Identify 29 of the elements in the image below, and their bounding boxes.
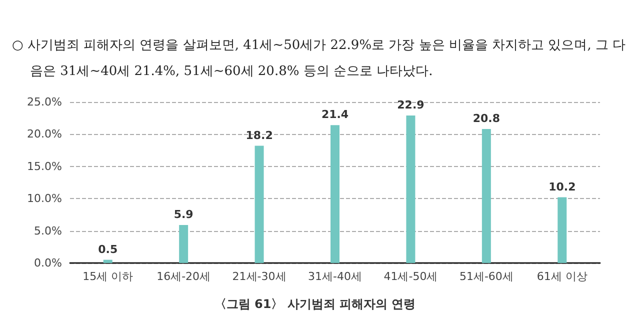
data-label: 22.9 xyxy=(397,98,424,112)
bar xyxy=(330,125,340,263)
y-tick-label: 0.0% xyxy=(34,256,62,270)
data-label: 21.4 xyxy=(321,108,349,122)
text: ○ 사기범죄 피해자의 연령을 살펴보면, 41세~50세가 22.9%로 가장 높은 비율을 차지하고 있으며, 그 다음은 31세~40세 21.4%, 51세~60세 20.8% 등의 순으로 나타났다. xyxy=(11,37,627,81)
y-tick-label: 25.0% xyxy=(27,96,62,108)
data-label: 0.5 xyxy=(98,242,118,256)
bar xyxy=(179,225,188,263)
bar xyxy=(103,260,112,263)
data-label: 18.2 xyxy=(246,128,273,142)
y-tick-label: 15.0% xyxy=(27,160,62,173)
data-label: 5.9 xyxy=(174,208,194,222)
y-tick-label: 20.0% xyxy=(27,128,62,141)
x-tick-label: 15세 이하 xyxy=(82,270,134,283)
y-tick-label: 10.0% xyxy=(27,192,62,206)
x-tick-label: 51세-60세 xyxy=(459,270,514,283)
bar xyxy=(406,116,416,263)
x-tick-label: 16세-20세 xyxy=(156,270,211,283)
x-tick-label: 41세-50세 xyxy=(384,270,438,283)
x-tick-label: 21세-30세 xyxy=(232,270,286,283)
x-tick-label: 61세 이상 xyxy=(536,270,588,283)
data-label: 10.2 xyxy=(548,180,576,194)
bar xyxy=(254,146,264,263)
data-label: 20.8 xyxy=(472,112,500,126)
x-tick-label: 31세-40세 xyxy=(308,270,362,283)
y-tick-label: 5.0% xyxy=(34,224,62,238)
bar xyxy=(558,197,567,263)
bar xyxy=(482,129,491,263)
text: 〈그림 61〉 사기범죄 피해자의 연령 xyxy=(214,297,416,311)
